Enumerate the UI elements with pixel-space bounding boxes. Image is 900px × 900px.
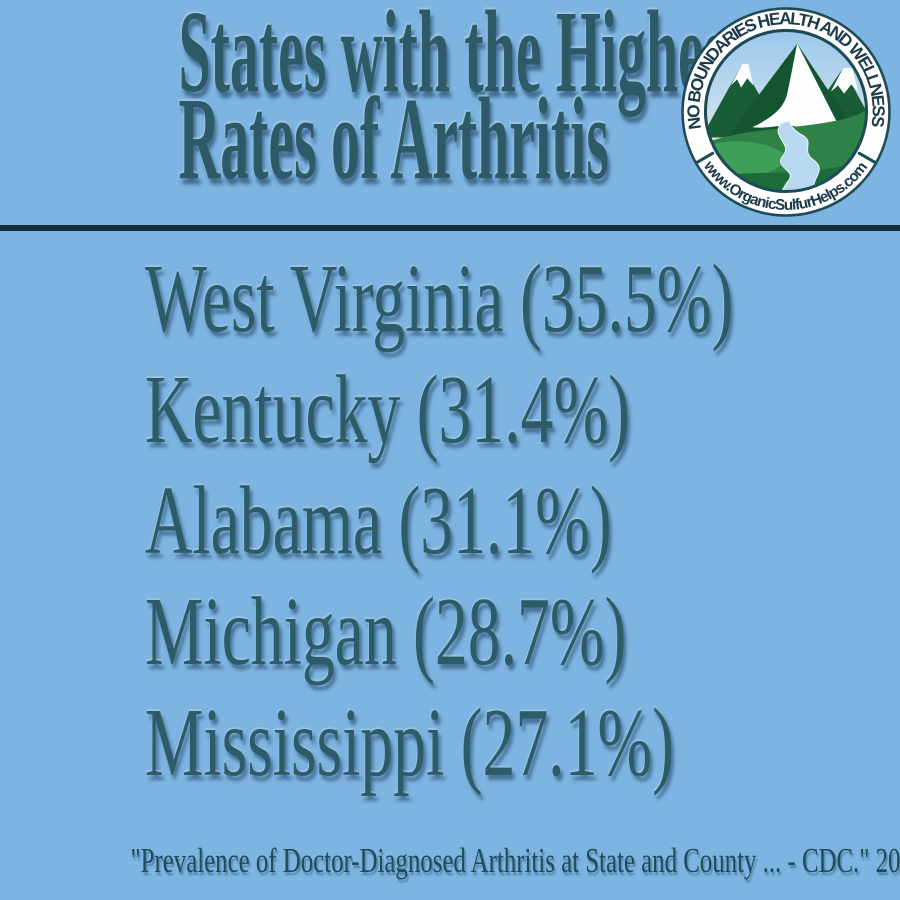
list-item-label: Alabama (31.1%) — [145, 466, 612, 575]
list-item-mississippi: Mississippi (27.1%) — [0, 687, 900, 798]
citation-text: "Prevalence of Doctor-Diagnosed Arthriti… — [130, 841, 900, 880]
list-item-west-virginia: West Virginia (35.5%) — [0, 243, 900, 354]
page-title-line-1: States with the Highest — [178, 0, 746, 117]
list-item-label: West Virginia (35.5%) — [145, 244, 734, 353]
header-divider — [0, 225, 900, 231]
logo-inner-border — [703, 28, 869, 194]
list-item-alabama: Alabama (31.1%) — [0, 465, 900, 576]
arthritis-rates-list: West Virginia (35.5%) Kentucky (31.4%) A… — [0, 243, 900, 798]
list-item-michigan: Michigan (28.7%) — [0, 576, 900, 687]
list-item-label: Mississippi (27.1%) — [145, 688, 674, 797]
list-item-label: Michigan (28.7%) — [145, 577, 627, 686]
list-item-label: Kentucky (31.4%) — [145, 355, 631, 464]
logo-right-dash — [857, 151, 876, 164]
list-item-kentucky: Kentucky (31.4%) — [0, 354, 900, 465]
no-boundaries-logo-badge: NO BOUNDARIES HEALTH AND WELLNESS www.Or… — [681, 7, 891, 217]
logo-left-dash — [696, 151, 715, 164]
page-title-line-2: Rates of Arthritis — [178, 73, 609, 204]
